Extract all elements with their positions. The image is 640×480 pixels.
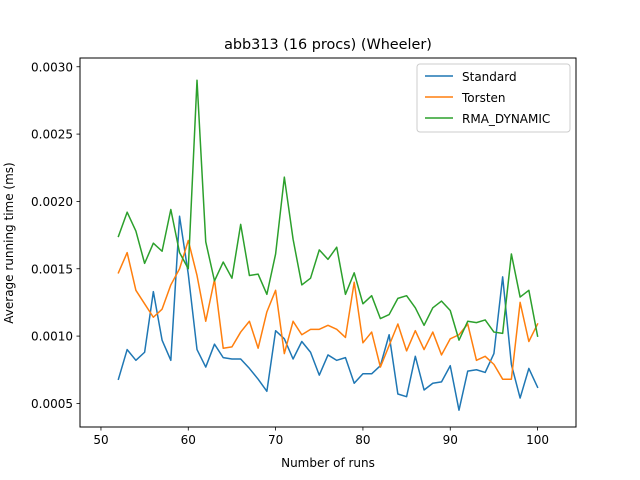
x-tick-label: 60 [181,433,196,447]
y-axis-label: Average running time (ms) [2,162,16,323]
legend-label-standard: Standard [462,70,517,84]
y-tick-label: 0.0025 [31,128,73,142]
x-axis-label: Number of runs [281,456,375,470]
y-tick-label: 0.0010 [31,330,73,344]
legend: Standard Torsten RMA_DYNAMIC [416,63,571,133]
x-tick-label: 80 [355,433,370,447]
legend-label-torsten: Torsten [461,91,506,105]
x-tick-label: 50 [93,433,108,447]
series-line-standard [117,215,539,411]
plot-area-frame [79,57,577,428]
y-tick-label: 0.0030 [31,60,73,74]
series-layer [117,79,539,411]
series-line-torsten [117,239,539,380]
legend-label-rma-dynamic: RMA_DYNAMIC [462,112,550,126]
x-tick-label: 70 [268,433,283,447]
y-axis: 0.0005 0.0010 0.0015 0.0020 0.0025 0.0030 [31,60,80,411]
y-tick-label: 0.0005 [31,397,73,411]
x-axis: 50 60 70 80 90 100 [93,427,549,447]
y-tick-label: 0.0015 [31,262,73,276]
series-line-rma-dynamic [117,79,539,341]
chart-title: abb313 (16 procs) (Wheeler) [224,37,432,53]
x-tick-label: 100 [526,433,549,447]
legend-frame [416,63,571,133]
y-tick-label: 0.0020 [31,195,73,209]
x-tick-label: 90 [443,433,458,447]
